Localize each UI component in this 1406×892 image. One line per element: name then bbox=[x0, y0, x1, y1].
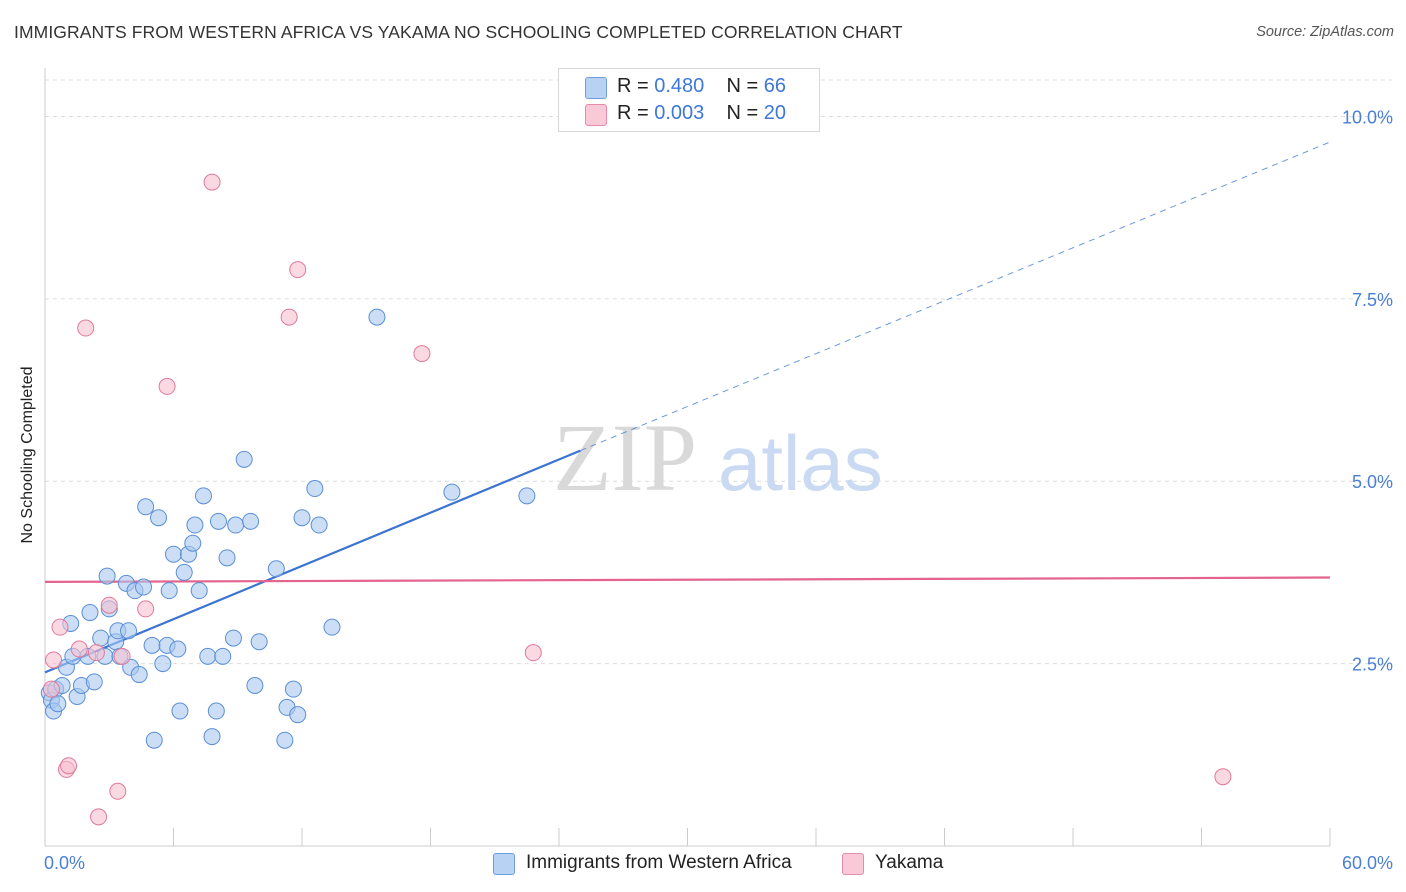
western-africa-trend-extension bbox=[580, 141, 1331, 452]
western-africa-point bbox=[199, 647, 217, 665]
western-africa-point bbox=[218, 549, 236, 567]
western-africa-point bbox=[207, 702, 225, 720]
western-africa-point bbox=[120, 622, 138, 640]
western-africa-point bbox=[137, 498, 155, 516]
western-africa-point bbox=[224, 629, 242, 647]
series2-n-value: 20 bbox=[763, 102, 787, 124]
western-africa-point bbox=[171, 702, 189, 720]
western-africa-point bbox=[190, 582, 208, 600]
western-africa-point bbox=[235, 450, 253, 468]
series1-swatch bbox=[585, 77, 607, 99]
bottom-legend-swatch-2 bbox=[842, 853, 864, 875]
yakama-point bbox=[42, 680, 60, 698]
series1-n-label: N = bbox=[726, 75, 764, 97]
bottom-legend-label-2: Yakama bbox=[875, 852, 944, 873]
x-tick-label-max: 60.0% bbox=[1342, 853, 1393, 873]
western-africa-point bbox=[227, 516, 245, 534]
data-points bbox=[40, 173, 1232, 826]
western-africa-point bbox=[175, 563, 193, 581]
yakama-trend-line bbox=[44, 576, 1331, 584]
western-africa-point bbox=[194, 487, 212, 505]
yakama-point bbox=[77, 319, 95, 337]
y-tick-label: 5.0% bbox=[1352, 472, 1393, 492]
western-africa-point bbox=[250, 633, 268, 651]
western-africa-point bbox=[214, 647, 232, 665]
yakama-point bbox=[413, 345, 431, 363]
watermark: ZIP atlas bbox=[553, 404, 883, 511]
yakama-point bbox=[60, 757, 78, 775]
western-africa-point bbox=[518, 487, 536, 505]
series1-n-value: 66 bbox=[763, 75, 787, 97]
y-tick-label: 7.5% bbox=[1352, 290, 1393, 310]
western-africa-point bbox=[203, 728, 221, 746]
western-africa-point bbox=[184, 534, 202, 552]
stats-legend: R = 0.480 N = 66 R = 0.003 N = 20 bbox=[558, 68, 820, 132]
western-africa-point bbox=[310, 516, 328, 534]
bottom-legend-label-1: Immigrants from Western Africa bbox=[526, 852, 792, 873]
yakama-point bbox=[51, 618, 69, 636]
series2-r-value: 0.003 bbox=[654, 102, 705, 124]
y-tick-label: 2.5% bbox=[1352, 655, 1393, 675]
western-africa-point bbox=[165, 545, 182, 563]
watermark-atlas: atlas bbox=[718, 419, 883, 507]
western-africa-point bbox=[98, 567, 116, 585]
yakama-point bbox=[203, 173, 221, 191]
series1-r-label: R = bbox=[617, 75, 655, 97]
western-africa-point bbox=[323, 618, 341, 636]
axes bbox=[44, 68, 1331, 847]
source-credit: Source: ZipAtlas.com bbox=[1256, 24, 1394, 40]
yakama-point bbox=[100, 596, 118, 614]
western-africa-point bbox=[143, 636, 161, 654]
watermark-zip: ZIP bbox=[553, 404, 697, 511]
yakama-point bbox=[70, 640, 88, 658]
western-africa-point bbox=[92, 629, 110, 647]
western-africa-point bbox=[154, 655, 172, 673]
yakama-point bbox=[137, 600, 155, 618]
yakama-point bbox=[1214, 768, 1232, 786]
western-africa-point bbox=[145, 731, 163, 749]
western-africa-point bbox=[246, 677, 264, 695]
western-africa-point bbox=[85, 673, 103, 691]
western-africa-point bbox=[150, 509, 168, 527]
tick-labels: 2.5% 5.0% 7.5% 10.0% 0.0% 60.0% bbox=[44, 107, 1393, 873]
series2-swatch bbox=[585, 104, 607, 126]
western-africa-point bbox=[209, 512, 227, 530]
western-africa-point bbox=[267, 560, 285, 578]
western-africa-point bbox=[284, 680, 302, 698]
yakama-point bbox=[158, 377, 176, 395]
yakama-point bbox=[87, 644, 105, 662]
yakama-point bbox=[45, 651, 63, 669]
gridlines bbox=[45, 79, 1392, 665]
yakama-point bbox=[280, 308, 298, 326]
western-africa-point bbox=[186, 516, 204, 534]
western-africa-point bbox=[368, 308, 386, 326]
western-africa-point bbox=[289, 706, 307, 724]
western-africa-point bbox=[276, 731, 294, 749]
western-africa-point bbox=[242, 512, 260, 530]
western-africa-point bbox=[130, 666, 148, 684]
chart-title: IMMIGRANTS FROM WESTERN AFRICA VS YAKAMA… bbox=[14, 22, 903, 42]
western-africa-point bbox=[49, 695, 67, 713]
western-africa-point bbox=[443, 483, 461, 501]
series2-n-label: N = bbox=[726, 102, 764, 124]
western-africa-point bbox=[160, 582, 178, 600]
series2-r-label: R = bbox=[617, 102, 655, 124]
western-africa-point bbox=[306, 480, 324, 498]
yakama-point bbox=[90, 808, 108, 826]
series1-r-value: 0.480 bbox=[654, 75, 705, 97]
yakama-point bbox=[524, 644, 542, 662]
y-tick-label: 10.0% bbox=[1342, 107, 1393, 127]
bottom-legend-swatch-1 bbox=[493, 853, 515, 875]
yakama-point bbox=[289, 261, 307, 279]
western-africa-point bbox=[293, 509, 311, 527]
x-tick-label-min: 0.0% bbox=[44, 853, 85, 873]
yakama-point bbox=[109, 782, 127, 800]
western-africa-point bbox=[81, 604, 99, 622]
yakama-point bbox=[113, 647, 131, 665]
western-africa-point bbox=[135, 578, 153, 596]
western-africa-point bbox=[169, 640, 187, 658]
